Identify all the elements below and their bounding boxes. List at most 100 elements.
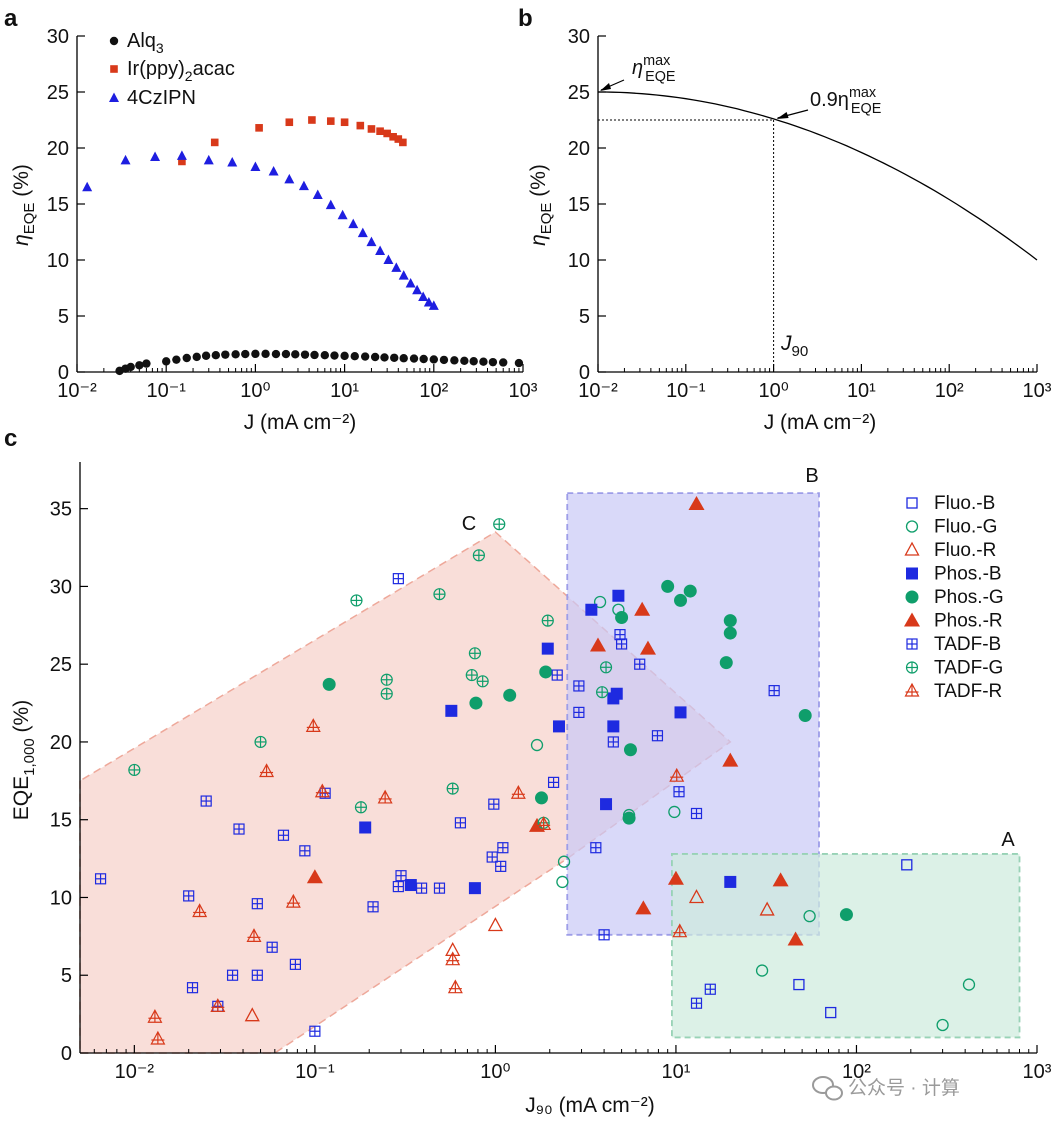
c-x-tick-label: 10¹ [661,1061,690,1083]
c-point-open-triangle [487,917,503,932]
c-point-open-triangle [688,889,705,904]
c-point-circleplus [380,673,393,686]
b-x-tick-label: 10² [935,380,964,402]
a-point-triangle [375,245,386,256]
a-legend-label: Ir(ppy)2acac [127,58,235,84]
c-point-boxplus [392,880,404,893]
c-x-tick-label: 10⁻¹ [295,1061,335,1083]
a-point-triangle [284,173,295,184]
c-point-filled-square [600,798,613,811]
c-point-filled-circle [503,688,517,702]
a-point-circle [261,349,270,359]
a-point-circle [320,351,330,360]
c-y-tick-label: 10 [50,887,72,909]
a-point-square [399,138,407,147]
a-point-triangle [418,291,429,301]
b-y-axis-title: ηEQE (%) [527,164,555,246]
c-x-tick-label: 10³ [1023,1061,1052,1083]
c-legend-label: TADF-G [934,658,1003,679]
a-point-triangle [391,262,402,272]
c-x-tick-label: 10² [842,1061,871,1083]
c-point-boxplus [251,898,263,910]
c-point-filled-square [724,875,737,888]
b-max-arrow-head [600,83,611,91]
a-point-circle [409,354,419,363]
c-point-filled-triangle [635,900,652,915]
c-y-axis-title: EQE1,000 (%) [10,700,38,820]
a-legend-label: 4CzIPN [127,87,196,109]
c-point-boxplus [673,786,685,798]
a-point-square [308,116,316,124]
c-legend-label: Phos.-B [934,564,1002,585]
a-y-tick-label: 20 [47,138,69,160]
panel-b-chart: 10⁻² 10⁻¹ 10⁰ 10¹ 10² 10³ 0 5 10 15 20 25 30 ηEQE (%)… [527,26,1052,434]
a-point-circle [126,362,135,372]
a-point-circle [162,357,171,366]
a-point-circle [488,357,498,367]
c-point-boxplus [607,736,619,748]
c-point-open-circle [556,875,569,889]
a-point-circle [360,352,370,361]
c-point-boxplus [573,680,585,692]
c-point-filled-circle [322,677,336,691]
panel-letter-b: b [518,5,533,32]
c-point-triangleplus [192,903,208,918]
c-point-filled-square [445,704,458,717]
a-point-circle [142,359,151,368]
c-legend-label: Fluo.-G [934,517,997,538]
c-point-triangleplus [259,763,275,778]
c-regions [79,492,1021,1054]
a-point-square [285,118,294,127]
c-point-triangleplus [669,767,685,782]
c-point-open-square [793,978,805,991]
a-point-triangle [176,150,187,160]
c-point-boxplus [299,845,311,857]
c-point-boxplus [768,685,780,697]
c-point-triangleplus [285,893,301,908]
a-y-tick-label: 0 [58,362,69,384]
a-point-square [394,135,403,143]
c-point-boxplus [704,983,716,995]
c-point-filled-square [607,720,620,733]
c-point-circleplus [599,661,613,674]
a-legend-marker [110,65,118,73]
c-x-tick-label: 10⁻² [115,1061,155,1083]
c-point-filled-triangle [787,931,804,946]
a-point-triangle [203,154,214,165]
c-point-open-square [901,859,913,871]
c-point-filled-circle [469,696,483,710]
c-point-triangleplus [305,718,321,732]
c-point-filled-circle [623,743,637,757]
a-point-triangle [268,166,279,176]
c-point-boxplus [415,882,428,894]
c-legend-marker [906,567,918,580]
c-point-boxplus [486,851,498,863]
c-y-tick-label: 25 [50,654,72,676]
a-point-triangle [227,157,238,167]
a-point-triangle [357,227,368,238]
a-point-square [389,133,397,141]
a-point-triangle [250,161,261,172]
b-x-tick-label: 10¹ [847,380,876,402]
c-point-boxplus [634,658,646,670]
a-point-circle [450,356,459,365]
c-point-filled-circle [622,811,636,825]
a-point-circle [340,351,349,361]
c-point-boxplus [367,901,379,913]
a-legend-marker [109,36,119,46]
c-point-filled-triangle [722,752,739,767]
c-point-circleplus [433,588,446,601]
c-point-boxplus [551,669,563,681]
c-y-tick-label: 0 [61,1043,72,1065]
a-point-square [210,138,219,147]
a-point-triangle [348,218,359,229]
c-point-boxplus [614,629,626,641]
a-y-axis-title: ηEQE (%) [10,164,38,246]
c-legend-marker [904,541,920,556]
a-point-circle [439,355,449,365]
c-point-boxplus [488,798,500,810]
a-point-triangle [82,181,93,192]
c-point-open-circle [803,909,816,923]
watermark: 公众号 · 计算 [812,1076,960,1101]
